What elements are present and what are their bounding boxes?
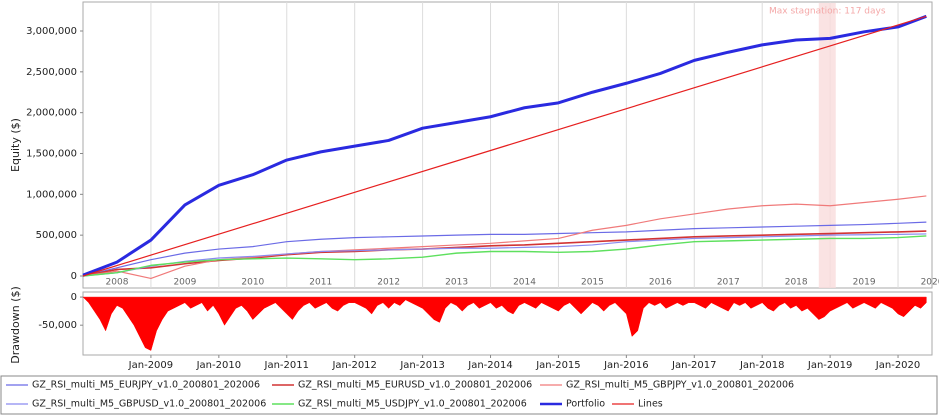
y-tick-label: 1,000,000 <box>26 189 77 200</box>
x-tick-label: 2012 <box>377 278 400 288</box>
x-tick-label: 2017 <box>717 278 740 288</box>
y-tick-label: -50,000 <box>38 320 77 331</box>
x-tick-label: Jan-2014 <box>467 360 512 371</box>
y-tick-label: 0 <box>71 271 77 282</box>
legend-label: Lines <box>638 399 663 410</box>
x-tick-label: 2019 <box>853 278 876 288</box>
x-tick-label: 2015 <box>581 278 604 288</box>
y-tick-label: 2,500,000 <box>26 67 77 78</box>
x-tick-label: Jan-2017 <box>671 360 716 371</box>
y-axis-title: Drawdown ($) <box>9 286 22 364</box>
x-tick-label: 2014 <box>513 278 536 288</box>
x-tick-label: Jan-2010 <box>196 360 241 371</box>
series-line <box>82 221 927 277</box>
x-tick-label: 2009 <box>173 278 196 288</box>
x-tick-label: 2008 <box>106 278 129 288</box>
legend-label: GZ_RSI_multi_M5_EURJPY_v1.0_200801_20200… <box>32 380 260 391</box>
x-tick-label: 2018 <box>785 278 808 288</box>
legend-label: GZ_RSI_multi_M5_EURUSD_v1.0_200801_20200… <box>298 380 532 391</box>
x-tick-label: 2010 <box>241 278 264 288</box>
x-tick-label: Jan-2019 <box>807 360 852 371</box>
x-tick-label: Jan-2009 <box>128 360 173 371</box>
legend-label: GZ_RSI_multi_M5_GBPJPY_v1.0_200801_20200… <box>566 380 794 391</box>
legend-label: GZ_RSI_multi_M5_GBPUSD_v1.0_200801_20200… <box>32 399 266 410</box>
x-tick-label: Jan-2016 <box>603 360 648 371</box>
x-tick-label: 2016 <box>649 278 672 288</box>
drawdown-area <box>82 296 927 351</box>
annotation: Max stagnation: 117 days <box>769 7 886 17</box>
y-tick-label: 0 <box>71 292 77 303</box>
legend-box <box>0 375 938 415</box>
x-tick-label: Jan-2013 <box>399 360 444 371</box>
y-tick-label: 2,000,000 <box>26 108 77 119</box>
series-line <box>82 233 927 277</box>
series-line <box>82 235 927 277</box>
x-tick-label: Jan-2012 <box>331 360 376 371</box>
legend-label: Portfolio <box>566 399 605 410</box>
x-tick-label: Jan-2020 <box>875 360 920 371</box>
stagnation-band <box>818 3 836 288</box>
y-tick-label: 1,500,000 <box>26 148 77 159</box>
x-tick-label: Jan-2018 <box>739 360 784 371</box>
series-line <box>82 14 927 277</box>
y-axis-title: Equity ($) <box>9 118 22 172</box>
x-tick-label: 2013 <box>445 278 468 288</box>
y-tick-label: 3,000,000 <box>26 26 77 37</box>
x-tick-label: Jan-2011 <box>264 360 309 371</box>
x-tick-label: 2020 <box>921 278 939 288</box>
legend-label: GZ_RSI_multi_M5_USDJPY_v1.0_200801_20200… <box>298 399 527 410</box>
x-tick-label: Jan-2015 <box>535 360 580 371</box>
y-tick-label: 500,000 <box>36 230 77 241</box>
x-tick-label: 2011 <box>309 278 332 288</box>
series-line <box>82 15 927 277</box>
